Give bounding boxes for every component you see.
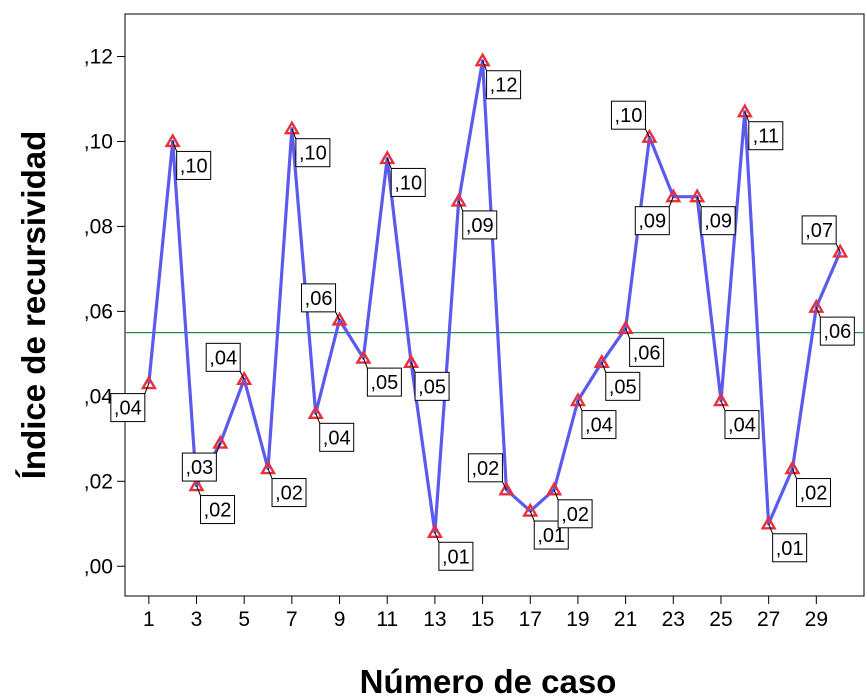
y-tick-label: ,06 [84,300,113,323]
data-label-text: ,06 [633,342,661,364]
x-tick-label: 23 [662,608,685,631]
data-label-text: ,09 [704,211,732,233]
y-tick-label: ,02 [84,470,113,493]
data-label-text: ,07 [805,220,833,242]
y-axis: ,00 ,02 ,04 ,06 ,08 ,10 ,12 [84,45,125,578]
plot-frame [125,14,864,596]
x-axis: 1 3 5 7 9 11 13 15 17 19 21 23 25 27 29 [143,596,828,631]
data-label-text: ,01 [776,538,804,560]
x-tick-label: 7 [286,608,298,631]
data-label-text: ,04 [585,415,613,437]
y-tick-label: ,10 [84,130,113,153]
x-axis-title: Número de caso [360,663,617,698]
x-tick-label: 17 [519,608,542,631]
data-label-text: ,02 [204,500,232,522]
x-tick-label: 29 [805,608,828,631]
data-label-text: ,09 [466,215,494,237]
data-label-text: ,09 [638,211,666,233]
data-label-text: ,02 [800,483,828,505]
data-label-text: ,03 [185,457,213,479]
data-label-text: ,04 [114,398,142,420]
x-tick-label: 11 [376,608,398,631]
x-tick-label: 13 [423,608,446,631]
data-label-text: ,01 [537,525,565,547]
data-label-text: ,05 [609,376,637,398]
data-label-text: ,02 [275,483,303,505]
data-label-text: ,02 [561,504,589,526]
data-label-text: ,04 [209,347,237,369]
x-tick-label: 3 [191,608,203,631]
x-tick-label: 5 [238,608,250,631]
x-tick-label: 15 [471,608,494,631]
y-tick-label: ,04 [84,385,114,408]
data-label-text: ,05 [418,376,446,398]
y-axis-title: Índice de recursividad [15,131,52,479]
data-label-text: ,04 [728,415,756,437]
y-tick-label: ,12 [84,45,113,68]
data-label-text: ,10 [615,105,643,127]
data-label-text: ,10 [299,143,327,165]
data-label-text: ,12 [490,75,518,97]
data-label-text: ,05 [370,372,398,394]
x-tick-label: 9 [334,608,346,631]
x-tick-label: 1 [143,608,155,631]
data-label-text: ,11 [753,126,779,148]
x-tick-label: 27 [757,608,780,631]
x-tick-label: 19 [566,608,589,631]
data-label-text: ,01 [442,546,470,568]
y-tick-label: ,00 [84,555,113,578]
y-tick-label: ,08 [84,215,113,238]
x-tick-label: 21 [614,608,637,631]
data-label-text: ,02 [472,458,500,480]
data-label-text: ,06 [305,288,333,310]
x-tick-label: 25 [709,608,732,631]
data-label-text: ,10 [180,155,208,177]
data-label-text: ,06 [823,321,851,343]
data-label-text: ,10 [394,172,422,194]
data-label-text: ,04 [323,427,351,449]
